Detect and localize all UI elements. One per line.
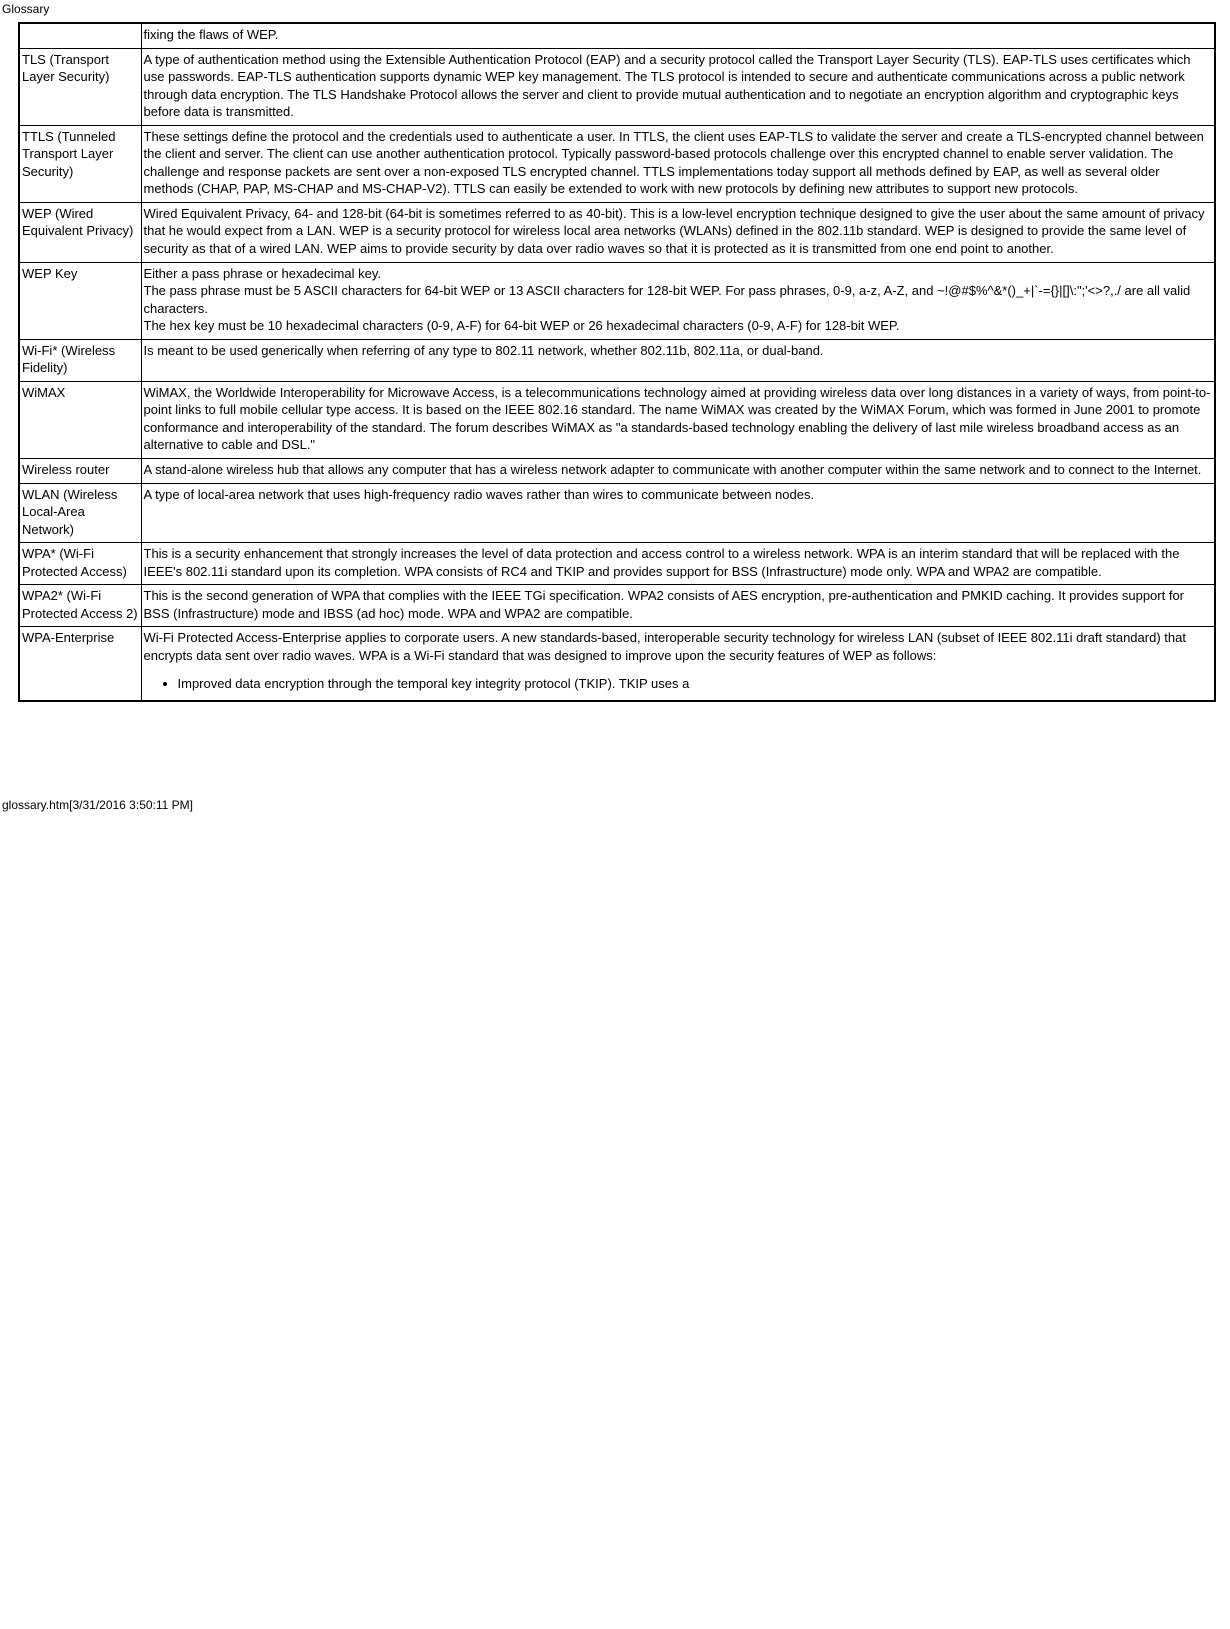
table-row: WEP KeyEither a pass phrase or hexadecim… — [19, 262, 1215, 339]
term-cell: WEP Key — [19, 262, 141, 339]
term-cell: TLS (Transport Layer Security) — [19, 48, 141, 125]
footer-path: glossary.htm[3/31/2016 3:50:11 PM] — [0, 798, 1230, 818]
table-row: Wi-Fi* (Wireless Fidelity)Is meant to be… — [19, 339, 1215, 381]
table-row: WiMAXWiMAX, the Worldwide Interoperabili… — [19, 381, 1215, 458]
table-row: fixing the flaws of WEP. — [19, 23, 1215, 48]
table-row: TLS (Transport Layer Security)A type of … — [19, 48, 1215, 125]
table-row: TTLS (Tunneled Transport Layer Security)… — [19, 125, 1215, 202]
definition-cell: WiMAX, the Worldwide Interoperability fo… — [141, 381, 1215, 458]
definition-cell: Either a pass phrase or hexadecimal key.… — [141, 262, 1215, 339]
definition-cell: A stand-alone wireless hub that allows a… — [141, 459, 1215, 484]
table-row: WPA* (Wi-Fi Protected Access)This is a s… — [19, 543, 1215, 585]
page-title: Glossary — [0, 2, 1230, 16]
table-row: WPA2* (Wi-Fi Protected Access 2)This is … — [19, 585, 1215, 627]
table-row: WPA-EnterpriseWi-Fi Protected Access-Ent… — [19, 627, 1215, 701]
content-wrap: fixing the flaws of WEP. TLS (Transport … — [0, 22, 1230, 702]
term-cell: WEP (Wired Equivalent Privacy) — [19, 202, 141, 262]
term-cell — [19, 23, 141, 48]
definition-cell: A type of authentication method using th… — [141, 48, 1215, 125]
bullet-list: Improved data encryption through the tem… — [144, 675, 1212, 693]
glossary-table: fixing the flaws of WEP. TLS (Transport … — [18, 22, 1216, 702]
table-row: Wireless routerA stand-alone wireless hu… — [19, 459, 1215, 484]
definition-intro: Wi-Fi Protected Access-Enterprise applie… — [144, 629, 1212, 664]
definition-cell: A type of local-area network that uses h… — [141, 483, 1215, 543]
definition-cell: Wi-Fi Protected Access-Enterprise applie… — [141, 627, 1215, 701]
table-row: WEP (Wired Equivalent Privacy)Wired Equi… — [19, 202, 1215, 262]
term-cell: TTLS (Tunneled Transport Layer Security) — [19, 125, 141, 202]
definition-cell: These settings define the protocol and t… — [141, 125, 1215, 202]
term-cell: WPA2* (Wi-Fi Protected Access 2) — [19, 585, 141, 627]
definition-cell: This is a security enhancement that stro… — [141, 543, 1215, 585]
table-row: WLAN (Wireless Local-Area Network)A type… — [19, 483, 1215, 543]
term-cell: WPA-Enterprise — [19, 627, 141, 701]
term-cell: WPA* (Wi-Fi Protected Access) — [19, 543, 141, 585]
term-cell: Wireless router — [19, 459, 141, 484]
definition-cell: Wired Equivalent Privacy, 64- and 128-bi… — [141, 202, 1215, 262]
definition-cell: This is the second generation of WPA tha… — [141, 585, 1215, 627]
term-cell: WiMAX — [19, 381, 141, 458]
term-cell: WLAN (Wireless Local-Area Network) — [19, 483, 141, 543]
bullet-item: Improved data encryption through the tem… — [178, 675, 1212, 693]
definition-cell: fixing the flaws of WEP. — [141, 23, 1215, 48]
definition-cell: Is meant to be used generically when ref… — [141, 339, 1215, 381]
term-cell: Wi-Fi* (Wireless Fidelity) — [19, 339, 141, 381]
